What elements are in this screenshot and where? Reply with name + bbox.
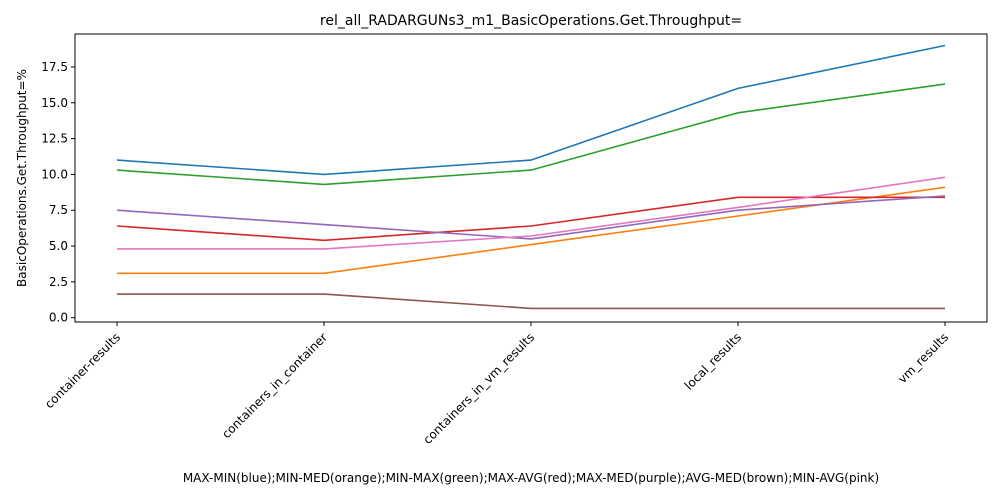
y-axis-ticks: 0.0 2.5 5.0 7.5 10.0 12.5 15.0 17.5 <box>41 60 75 325</box>
y-axis-label: BasicOperations.Get.Throughput=% <box>15 69 29 287</box>
series-line-0 <box>116 44 946 176</box>
series-lines <box>116 44 946 310</box>
y-tick-label: 17.5 <box>41 60 68 74</box>
x-tick-label: containers_in_vm_results <box>420 330 537 447</box>
series-line-4 <box>116 195 946 240</box>
series-line-1 <box>117 186 946 275</box>
y-tick-label: 0.0 <box>49 311 68 325</box>
y-tick-label: 5.0 <box>49 239 68 253</box>
y-tick-label: 15.0 <box>41 96 68 110</box>
x-tick-label: container-results <box>42 330 123 411</box>
y-tick-label: 2.5 <box>49 275 68 289</box>
x-axis-label: MAX-MIN(blue);MIN-MED(orange);MIN-MAX(gr… <box>183 471 879 485</box>
x-tick-label: vm_results <box>895 330 951 386</box>
x-tick-label: containers_in_container <box>219 330 330 441</box>
series-line-5 <box>117 293 945 310</box>
plot-area <box>74 33 988 323</box>
y-tick-label: 7.5 <box>49 203 68 217</box>
chart-title: rel_all_RADARGUNs3_m1_BasicOperations.Ge… <box>320 13 742 29</box>
y-tick-label: 12.5 <box>41 132 68 146</box>
series-line-2 <box>116 83 946 186</box>
x-tick-label: local_results <box>682 330 744 392</box>
series-line-6 <box>117 176 946 250</box>
y-tick-label: 10.0 <box>41 167 68 181</box>
x-axis-ticks: container-results containers_in_container… <box>42 322 951 447</box>
